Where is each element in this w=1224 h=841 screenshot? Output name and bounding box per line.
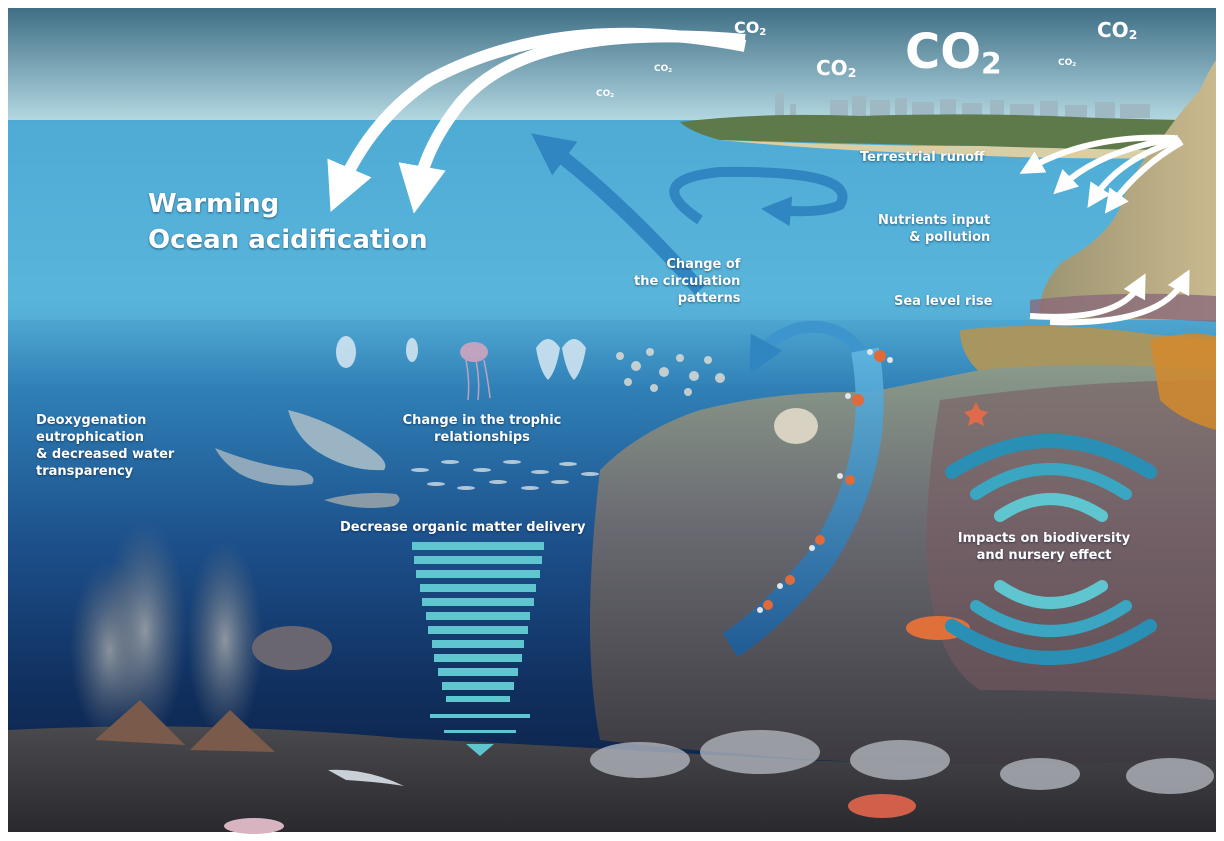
- label-deoxygenation: Deoxygenation eutrophication & decreased…: [36, 412, 174, 480]
- co2-subscript: 2: [759, 27, 766, 38]
- label-biodiversity: Impacts on biodiversity and nursery effe…: [932, 530, 1156, 564]
- co2-text: CO: [1058, 58, 1072, 68]
- label-trophic: Change in the trophic relationships: [388, 412, 576, 446]
- label-trophic-line1: Change in the trophic: [388, 412, 576, 429]
- co2-label-medium-2: CO2: [1097, 18, 1137, 42]
- co2-label-large: CO2: [905, 24, 1002, 81]
- co2-label-medium-1: CO2: [816, 56, 856, 80]
- label-deoxygenation-line3: & decreased water: [36, 446, 174, 463]
- co2-text: CO: [816, 56, 848, 80]
- headline: Warming Ocean acidification: [148, 186, 428, 258]
- co2-label-tiny-2: CO2: [596, 89, 614, 99]
- label-organic-matter: Decrease organic matter delivery: [340, 520, 585, 535]
- label-terrestrial-runoff: Terrestrial runoff: [860, 150, 985, 165]
- label-deoxygenation-line1: Deoxygenation: [36, 412, 174, 429]
- label-circulation-line3: patterns: [634, 290, 740, 307]
- snail-shell: [774, 408, 818, 444]
- co2-subscript: 2: [610, 93, 614, 99]
- co2-text: CO: [905, 24, 981, 80]
- co2-text: CO: [734, 18, 759, 37]
- co2-text: CO: [596, 89, 610, 99]
- co2-label-tiny-1: CO2: [654, 64, 672, 74]
- sea-cucumber: [224, 818, 284, 834]
- co2-label-tiny-3: CO2: [1058, 58, 1076, 68]
- label-nutrients-line2: & pollution: [878, 229, 990, 246]
- co2-subscript: 2: [981, 46, 1002, 81]
- sky: [8, 8, 1216, 126]
- headline-warming: Warming: [148, 186, 428, 222]
- label-nutrients: Nutrients input & pollution: [878, 212, 990, 246]
- label-sea-level-rise: Sea level rise: [894, 294, 992, 309]
- co2-subscript: 2: [1129, 27, 1138, 42]
- label-circulation-line2: the circulation: [634, 273, 740, 290]
- label-deoxygenation-line4: transparency: [36, 463, 174, 480]
- label-biodiversity-line2: and nursery effect: [932, 547, 1156, 564]
- anglerfish: [252, 626, 332, 670]
- label-biodiversity-line1: Impacts on biodiversity: [932, 530, 1156, 547]
- co2-subscript: 2: [848, 65, 857, 80]
- co2-text: CO: [1097, 18, 1129, 42]
- label-circulation-line1: Change of: [634, 256, 740, 273]
- label-trophic-line2: relationships: [388, 429, 576, 446]
- headline-acidification: Ocean acidification: [148, 222, 428, 258]
- label-circulation: Change of the circulation patterns: [634, 256, 740, 307]
- co2-subscript: 2: [668, 68, 672, 74]
- label-nutrients-line1: Nutrients input: [878, 212, 990, 229]
- co2-subscript: 2: [1072, 62, 1076, 68]
- co2-text: CO: [654, 64, 668, 74]
- co2-label-small-1: CO2: [734, 18, 766, 38]
- label-deoxygenation-line2: eutrophication: [36, 429, 174, 446]
